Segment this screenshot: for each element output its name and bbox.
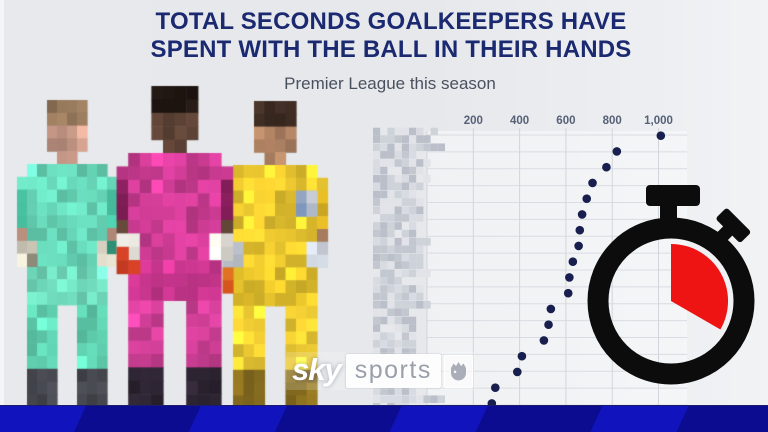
- data-dot: [656, 131, 666, 140]
- sports-logo-box: sports: [345, 354, 441, 388]
- pixelated-row-label: [373, 206, 424, 222]
- data-dot: [574, 241, 583, 251]
- pixelated-row-label: [373, 127, 438, 143]
- sky-sports-logo: sky sports: [286, 352, 475, 390]
- sports-logo-text: sports: [354, 355, 432, 384]
- data-dot: [582, 194, 592, 203]
- data-dot: [563, 288, 573, 298]
- footer-band: [0, 405, 768, 432]
- pixelated-row-label: [373, 174, 431, 191]
- x-axis-tick-label: 1,000: [644, 115, 673, 127]
- pixelated-row-label: [373, 253, 424, 269]
- data-dot: [612, 147, 622, 156]
- data-dot: [544, 320, 553, 330]
- pixelated-row-label: [373, 269, 431, 285]
- data-dot: [539, 336, 549, 345]
- data-dot: [546, 304, 556, 314]
- pixelated-row-label: [373, 159, 431, 175]
- title-line-2: SPENT WITH THE BALL IN THEIR HANDS: [150, 36, 632, 63]
- pixelated-row-label: [373, 300, 431, 317]
- chart-subtitle: Premier League this season: [284, 74, 496, 93]
- pixelated-row-label: [373, 316, 417, 332]
- page-title: TOTAL SECONDS GOALKEEPERS HAVE SPENT WIT…: [0, 8, 768, 64]
- pixelated-row-label: [373, 143, 445, 159]
- premier-league-lion-icon: [443, 354, 473, 388]
- x-axis-tick-label: 600: [556, 115, 575, 127]
- pixelated-row-label: [373, 222, 417, 238]
- sky-logo-text: sky: [292, 352, 342, 387]
- pixelated-row-label: [373, 285, 424, 301]
- pixelated-row-label: [373, 237, 431, 254]
- x-axis-tick-label: 800: [603, 115, 622, 127]
- data-dot: [575, 225, 585, 235]
- data-dot: [517, 351, 527, 361]
- pixelated-row-label: [373, 190, 424, 206]
- stopwatch-elapsed-wedge: [671, 244, 729, 330]
- pixelated-row-label: [373, 332, 417, 348]
- data-dot: [602, 162, 611, 172]
- x-axis-tick-label: 400: [510, 115, 529, 127]
- x-axis-tick-label: 200: [464, 115, 483, 127]
- data-dot: [588, 178, 597, 188]
- data-dot: [565, 273, 574, 282]
- title-line-1: TOTAL SECONDS GOALKEEPERS HAVE: [155, 8, 627, 35]
- data-dot: [512, 367, 522, 377]
- data-dot: [490, 383, 500, 393]
- data-dot: [568, 257, 578, 267]
- data-dot: [577, 210, 587, 219]
